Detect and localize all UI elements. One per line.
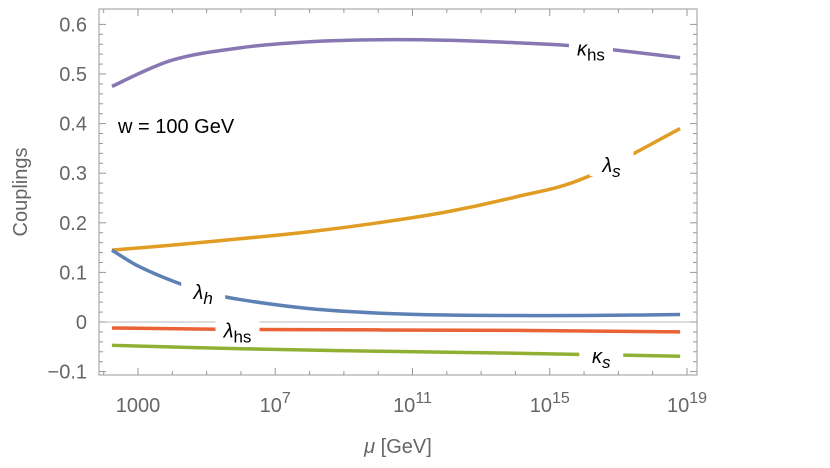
series-line-2 (111, 248, 681, 318)
x-tick-label: 1019 (667, 390, 707, 417)
y-tick-label: 0.3 (59, 163, 87, 185)
series-label-1: λs (601, 155, 621, 181)
y-tick-label: 0.2 (59, 213, 87, 235)
series-label-bg (568, 35, 613, 60)
annotation-w: w = 100 GeV (117, 116, 235, 138)
series-label-4: κs (592, 346, 611, 372)
series-line-1 (111, 127, 681, 252)
y-tick-label: −0.1 (48, 362, 87, 384)
series-line-4 (111, 343, 681, 358)
x-tick-label: 1015 (530, 390, 570, 417)
x-axis-label: μ [GeV] (363, 436, 432, 458)
series-label-0: κhs (577, 38, 605, 64)
x-tick-label: 1000 (116, 395, 161, 417)
y-tick-label: 0.4 (59, 114, 87, 136)
y-tick-label: 0.6 (59, 14, 87, 36)
plot-frame (98, 8, 698, 376)
series-label-bg (579, 342, 624, 367)
y-tick-label: 0 (76, 312, 87, 334)
series-line-0 (111, 37, 681, 89)
y-tick-label: 0.1 (59, 262, 87, 284)
series-line-3 (111, 326, 681, 334)
x-tick-label: 1011 (393, 390, 432, 417)
y-axis-label: Couplings (10, 148, 32, 237)
series-label-bg (181, 279, 226, 304)
y-tick-label: 0.5 (59, 64, 87, 86)
x-tick-label: 107 (260, 390, 291, 417)
series-label-bg (215, 317, 260, 342)
series-label-2: λh (193, 282, 213, 308)
series-label-3: λhs (223, 320, 252, 346)
series-label-bg (589, 151, 634, 176)
